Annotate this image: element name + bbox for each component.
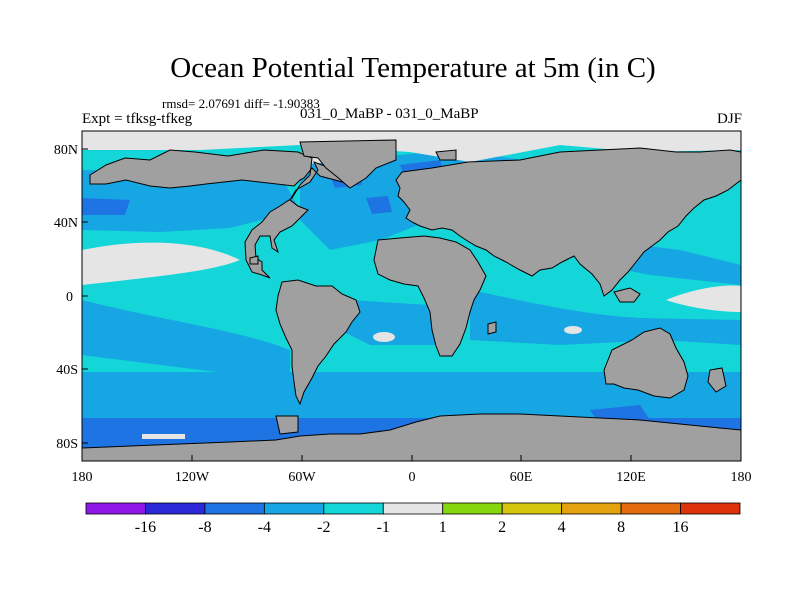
colorbar-swatch — [442, 502, 503, 515]
colorbar-label: -2 — [317, 519, 330, 536]
land-masses — [82, 139, 741, 461]
map-plot-area — [82, 131, 741, 461]
lat-label-40N: 40N — [54, 216, 78, 231]
europe-asia-landmass — [395, 147, 741, 297]
near-zero-regions — [82, 131, 741, 439]
australia-landmass — [603, 327, 689, 399]
colorbar-swatch — [323, 502, 384, 515]
north-america-landmass — [89, 149, 352, 279]
colorbar-swatch — [204, 502, 265, 515]
lon-label-60E: 60E — [510, 470, 533, 485]
south-atlantic-anomaly — [373, 332, 395, 342]
antarctica-landmass — [82, 413, 741, 461]
pacific-warm-anomaly — [82, 242, 240, 285]
stats-label: rmsd= 2.07691 diff= -1.90383 — [162, 96, 320, 111]
madagascar-landmass — [487, 321, 497, 335]
colder-region — [82, 198, 130, 215]
lat-label-40S: 40S — [56, 363, 78, 378]
colorbar-label: 2 — [498, 519, 506, 536]
colorbar-swatch — [145, 502, 206, 515]
colorbar-label: 4 — [558, 519, 566, 536]
longitude-ticks — [81, 455, 742, 461]
new-zealand-landmass — [707, 367, 727, 393]
lon-label-180W: 180 — [72, 470, 93, 485]
antarctic-shelf-anomaly — [142, 434, 185, 439]
experiment-label: Expt = tfksg-tfkeg — [82, 111, 193, 127]
greenland-landmass — [299, 139, 397, 189]
latitude-ticks — [82, 148, 88, 444]
africa-landmass — [373, 235, 487, 357]
arctic-ice-region — [82, 131, 741, 162]
colorbar-label: -4 — [258, 519, 271, 536]
colorbar-swatch — [85, 502, 146, 515]
antarctic-peninsula-landmass — [275, 415, 299, 435]
cool-region — [82, 300, 290, 380]
lat-label-80S: 80S — [56, 437, 78, 452]
cool-region — [340, 300, 440, 345]
caribbean-island — [249, 255, 259, 265]
cool-region — [82, 170, 300, 232]
indian-spot-anomaly — [564, 326, 582, 334]
south-america-landmass — [275, 279, 361, 406]
lon-label-120E: 120E — [616, 470, 646, 485]
lon-label-0: 0 — [409, 470, 416, 485]
lon-label-120W: 120W — [175, 470, 210, 485]
colorbar-label: 1 — [439, 519, 447, 536]
case-label: 031_0_MaBP - 031_0_MaBP — [300, 106, 479, 122]
season-label: DJF — [716, 111, 742, 127]
svalbard-landmass — [435, 149, 457, 161]
colorbar-label: -8 — [198, 519, 211, 536]
colorbar-swatch — [620, 502, 681, 515]
colorbar-label: 16 — [673, 519, 689, 536]
colorbar-swatch — [561, 502, 622, 515]
lat-label-80N: 80N — [54, 143, 78, 158]
lat-label-0: 0 — [66, 290, 73, 305]
maritime-continent-landmass — [613, 287, 641, 303]
colorbar-swatch — [680, 502, 741, 515]
colorbar-label: -16 — [135, 519, 156, 536]
cool-region — [470, 290, 741, 345]
colorbar-label: 8 — [617, 519, 625, 536]
map-title: Ocean Potential Temperature at 5m (in C) — [170, 52, 656, 84]
colder-region — [366, 196, 392, 214]
colorbar-swatch — [501, 502, 563, 515]
colorbar-swatch — [263, 502, 325, 515]
lon-label-180E: 180 — [731, 470, 752, 485]
indian-ocean-anomaly — [666, 285, 741, 312]
colorbar-swatch — [382, 502, 444, 515]
colorbar: -16 -8 -4 -2 -1 1 2 4 8 16 — [85, 502, 741, 536]
colorbar-label: -1 — [377, 519, 390, 536]
lon-label-60W: 60W — [288, 470, 316, 485]
